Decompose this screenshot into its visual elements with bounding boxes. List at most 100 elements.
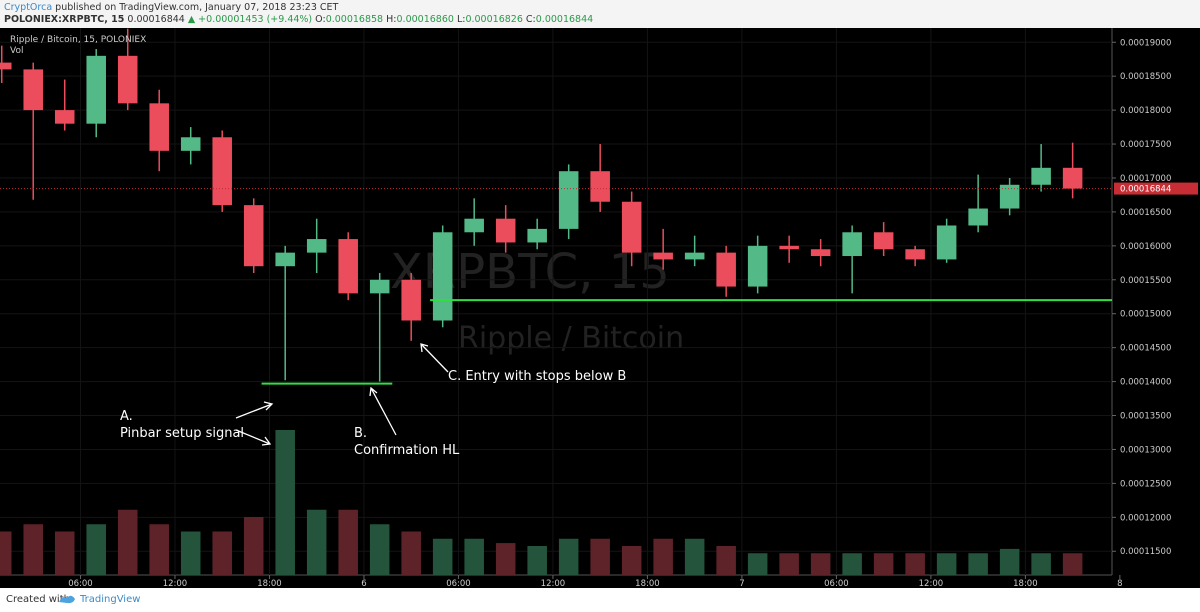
candle-body bbox=[338, 239, 358, 294]
volume-bar bbox=[243, 517, 264, 575]
volume-bar bbox=[86, 524, 106, 575]
volume-bar bbox=[810, 553, 831, 575]
logo bbox=[59, 595, 75, 604]
arrow-a1 bbox=[235, 401, 274, 419]
candle-body bbox=[1031, 167, 1051, 185]
y-tick-label: 0.00017500 bbox=[1120, 140, 1171, 150]
publish-info: published on TradingView.com, January 07… bbox=[55, 2, 339, 13]
y-tick-label: 0.00018000 bbox=[1120, 106, 1171, 116]
volume-bar bbox=[212, 531, 232, 575]
y-tick-label: 0.00019000 bbox=[1120, 38, 1171, 48]
candle-body bbox=[464, 218, 484, 233]
x-tick-label: 6 bbox=[361, 579, 366, 588]
candle-body bbox=[401, 279, 421, 321]
chart-background bbox=[0, 28, 1200, 588]
candle-body bbox=[810, 249, 831, 257]
x-tick-label: 18:00 bbox=[257, 579, 282, 588]
last: 0.00016844 bbox=[127, 14, 185, 25]
annotation: C. Entry with stops below B bbox=[448, 369, 626, 384]
volume-bar bbox=[180, 531, 201, 575]
annotation: B. bbox=[354, 426, 367, 441]
candle-body bbox=[968, 208, 988, 226]
low: 0.00016826 bbox=[465, 14, 523, 25]
annotations: A. Pinbar setup signal B. Confirmation H… bbox=[120, 369, 626, 458]
y-tick-label: 0.00014500 bbox=[1120, 344, 1171, 354]
candle-body bbox=[432, 232, 453, 321]
candle-body bbox=[117, 55, 138, 104]
volume-bar bbox=[117, 509, 138, 575]
y-tick-label: 0.00011500 bbox=[1120, 547, 1171, 557]
chart: XRPBTC, 15 Ripple / Bitcoin Ripple / Bit… bbox=[0, 28, 1200, 588]
arrow-a2 bbox=[235, 429, 272, 446]
y-tick-label: 0.00018500 bbox=[1120, 72, 1171, 82]
volume-bar bbox=[716, 546, 736, 575]
y-tick-label: 0.00013000 bbox=[1120, 445, 1171, 455]
candle-body bbox=[149, 103, 169, 151]
volume-bar bbox=[527, 546, 547, 575]
candle-body bbox=[621, 201, 642, 253]
y-tick-label: 0.00014000 bbox=[1120, 378, 1171, 388]
volume-bar bbox=[306, 509, 327, 575]
volume-bar bbox=[590, 538, 610, 575]
x-tick-label: 06:00 bbox=[824, 579, 849, 588]
volume-bar bbox=[369, 524, 390, 575]
footer-brand[interactable]: TradingView bbox=[80, 594, 141, 605]
y-tick-label: 0.00016500 bbox=[1120, 208, 1171, 218]
y-tick-label: 0.00015500 bbox=[1120, 276, 1171, 286]
volume-bar bbox=[999, 548, 1020, 575]
volume-bar bbox=[0, 531, 12, 575]
volume-bar bbox=[905, 553, 925, 575]
volume-bar bbox=[842, 553, 862, 575]
candle-body bbox=[0, 62, 12, 70]
open-label: O: bbox=[315, 14, 326, 25]
arrows bbox=[235, 343, 449, 446]
annotation: A. bbox=[120, 409, 133, 424]
footer: Created with TradingView bbox=[0, 588, 1200, 612]
candle-body bbox=[779, 245, 799, 250]
close: 0.00016844 bbox=[535, 14, 594, 25]
candle-body bbox=[999, 184, 1020, 209]
last-price-box bbox=[1114, 182, 1198, 195]
symbol: POLONIEX:XRPBTC, 15 bbox=[4, 14, 125, 25]
arrow-b bbox=[369, 386, 397, 436]
candle-body bbox=[369, 279, 390, 294]
candle-body bbox=[590, 171, 610, 202]
candle-body bbox=[275, 252, 295, 267]
candle-body bbox=[243, 205, 264, 267]
volume-bar bbox=[149, 524, 169, 575]
close-label: C: bbox=[525, 14, 536, 25]
candle-body bbox=[212, 137, 232, 206]
volume-bar bbox=[23, 524, 43, 575]
candle-body bbox=[716, 252, 736, 287]
candle-body bbox=[527, 228, 547, 243]
candle-body bbox=[905, 249, 925, 260]
volume-bar bbox=[495, 543, 516, 575]
candle-body bbox=[86, 55, 106, 124]
candle-body bbox=[842, 232, 862, 257]
candle-body bbox=[180, 137, 201, 151]
footer-text: Created with bbox=[6, 594, 70, 605]
x-tick-label: 12:00 bbox=[919, 579, 944, 588]
candle-body bbox=[936, 225, 957, 260]
x-tick-label: 06:00 bbox=[68, 579, 93, 588]
candle-body bbox=[1062, 167, 1083, 189]
volume-bar bbox=[54, 531, 75, 575]
y-tick-label: 0.00012500 bbox=[1120, 479, 1171, 489]
volume-bar bbox=[275, 430, 295, 575]
volume-bar bbox=[621, 546, 642, 575]
volume-bar bbox=[338, 509, 358, 575]
y-tick-label: 0.00017000 bbox=[1120, 174, 1171, 184]
volume-bar bbox=[464, 538, 484, 575]
x-tick-label: 06:00 bbox=[446, 579, 471, 588]
candle-body bbox=[54, 110, 75, 124]
x-tick-label: 7 bbox=[739, 579, 744, 588]
y-tick-label: 0.00015000 bbox=[1120, 310, 1171, 320]
volume-bar bbox=[684, 538, 705, 575]
y-tick-label: 0.00016000 bbox=[1120, 242, 1171, 252]
volume-bar bbox=[432, 538, 453, 575]
last-price-label: 0.00016844 bbox=[1120, 185, 1171, 195]
annotation: Confirmation HL bbox=[354, 443, 460, 458]
author[interactable]: CryptOrca bbox=[4, 2, 53, 13]
candle-body bbox=[23, 69, 43, 111]
